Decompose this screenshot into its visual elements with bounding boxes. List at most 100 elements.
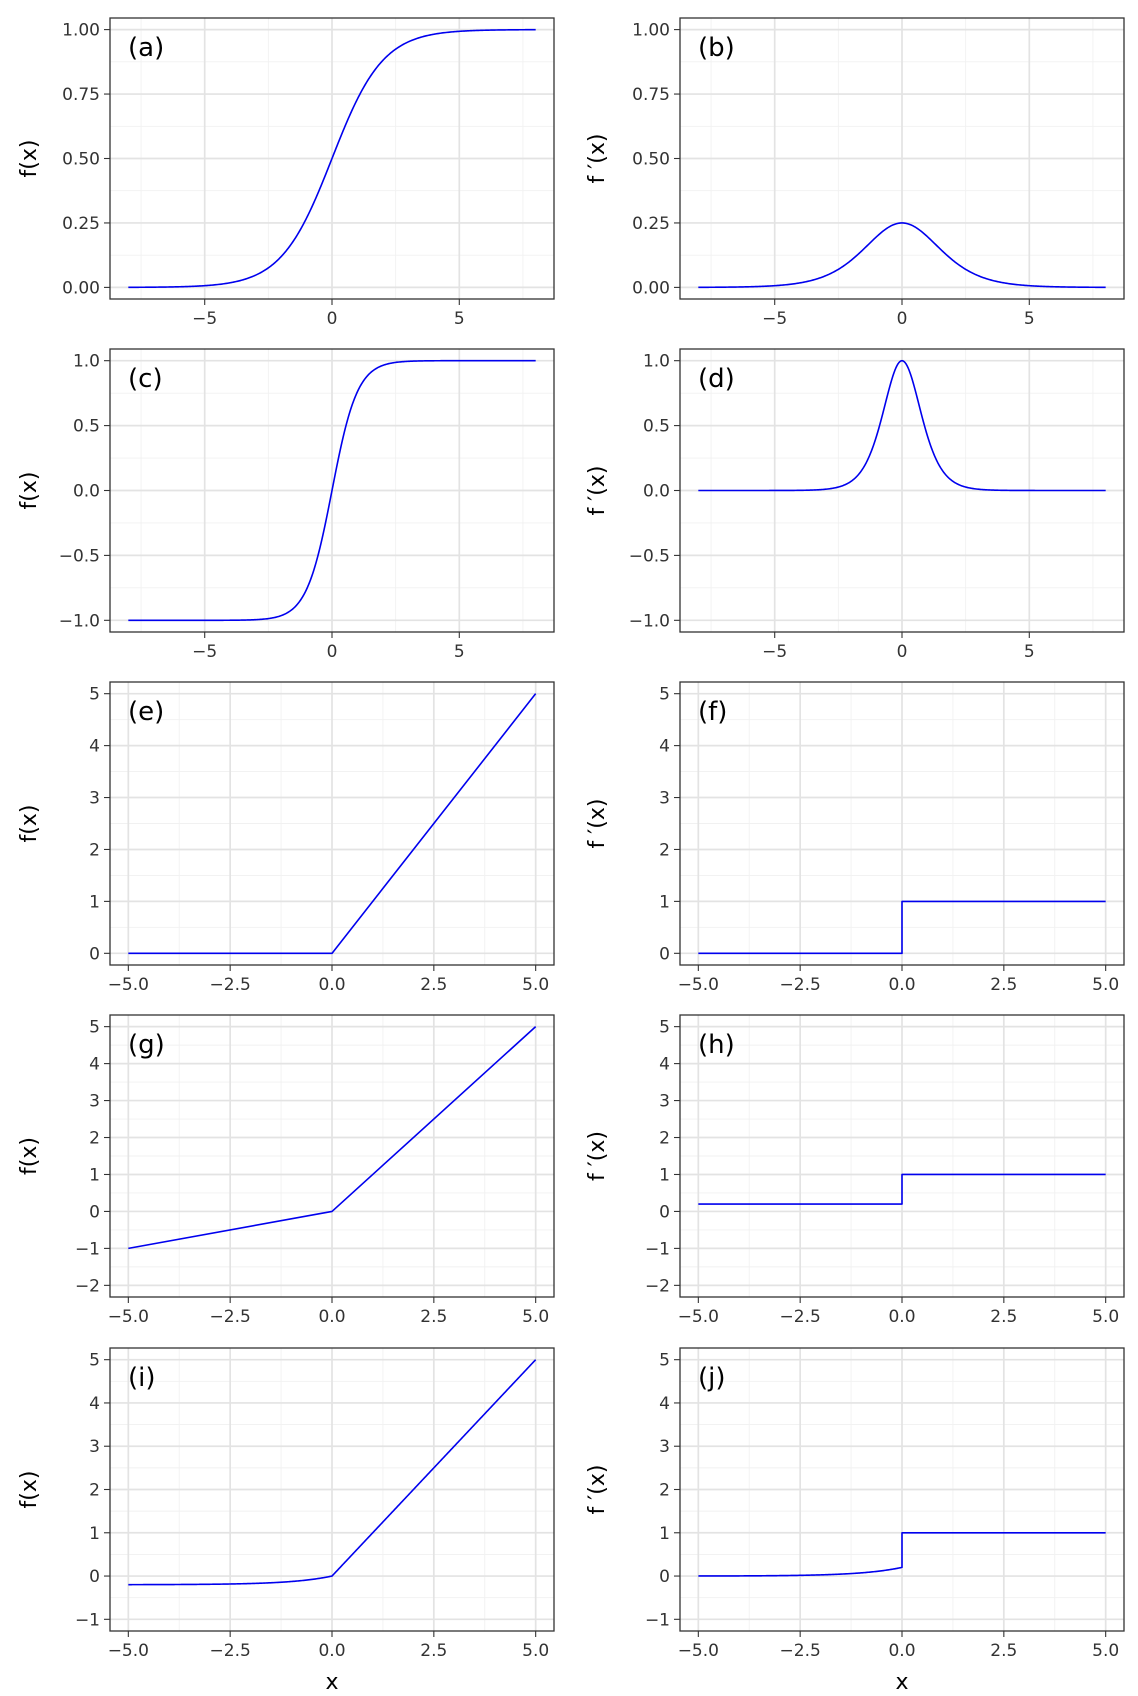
panel-g: −5.0 −2.5 0.0 2.5 5.0 −2 −1 0 1 2 3 4 5 (g) f(x) — [17, 1014, 555, 1327]
y-tick-label: 5 — [659, 1018, 670, 1038]
series-line-b — [698, 222, 1106, 289]
panel-a: −5 0 5 0.00 0.25 0.50 0.75 1.00 (a) f(x) — [17, 17, 555, 329]
y-tick-label: 0.50 — [632, 150, 670, 170]
x-tick-label: 0 — [327, 309, 338, 329]
y-tick-label: −1 — [645, 1239, 670, 1259]
y-tick-label: 0.25 — [62, 214, 100, 234]
y-tick-label: 2 — [89, 1129, 100, 1149]
panel-tag: (c) — [128, 364, 163, 394]
x-tick-label: −2.5 — [210, 1641, 251, 1661]
panel-b: −5 0 5 0.00 0.25 0.50 0.75 1.00 (b) f ′(x) — [585, 17, 1125, 329]
y-tick-label: −2 — [645, 1276, 670, 1296]
x-tick-label: −2.5 — [780, 975, 821, 995]
y-tick-label: −0.5 — [59, 546, 100, 566]
panel-tag: (h) — [698, 1030, 735, 1060]
y-tick-label: 0.75 — [62, 85, 100, 105]
y-tick-label: −0.5 — [629, 546, 670, 566]
x-tick-label: −2.5 — [210, 1307, 251, 1327]
gridlines — [680, 1015, 1124, 1297]
series-line-a — [128, 28, 536, 289]
y-tick-label: 0 — [89, 944, 100, 964]
series-line-c — [128, 359, 536, 622]
panel-c: −5 0 5 −1.0 −0.5 0.0 0.5 1.0 (c) f(x) — [17, 348, 555, 662]
y-tick-label: 4 — [89, 737, 100, 757]
x-tick-label: 0.0 — [318, 1307, 345, 1327]
y-tick-label: 0.00 — [632, 278, 670, 298]
y-tick-label: 0.5 — [73, 417, 100, 437]
y-tick-label: 5 — [89, 685, 100, 705]
y-tick-label: 1 — [89, 1165, 100, 1185]
y-tick-label: 0.0 — [73, 482, 100, 502]
x-tick-label: −2.5 — [780, 1307, 821, 1327]
y-axis-title: f(x) — [17, 1137, 42, 1175]
y-tick-label: 0 — [659, 944, 670, 964]
y-tick-label: 5 — [659, 1351, 670, 1371]
y-tick-label: −1 — [75, 1610, 100, 1630]
panel-tag: (j) — [698, 1363, 726, 1393]
x-tick-label: 0.0 — [888, 1641, 915, 1661]
y-tick-label: 1 — [659, 892, 670, 912]
y-tick-label: 3 — [89, 1092, 100, 1112]
x-tick-label: −5 — [192, 642, 217, 662]
series-line-e — [128, 693, 537, 955]
x-tick-label: 5 — [1024, 309, 1035, 329]
y-axis-title: f(x) — [17, 472, 42, 510]
y-tick-label: 3 — [659, 1437, 670, 1457]
series-line-d — [698, 359, 1106, 492]
x-tick-label: 5.0 — [522, 1641, 549, 1661]
y-axis-title: f ′(x) — [585, 134, 610, 184]
y-tick-label: 0 — [89, 1202, 100, 1222]
y-tick-label: 1.0 — [73, 352, 100, 372]
panel-tag: (b) — [698, 33, 735, 63]
gridlines — [110, 682, 554, 965]
y-axis-title: f ′(x) — [585, 466, 610, 516]
panel-tag: (e) — [128, 697, 164, 727]
x-tick-label: 0.0 — [888, 975, 915, 995]
x-tick-label: −5 — [192, 309, 217, 329]
y-tick-label: 2 — [89, 840, 100, 860]
y-tick-label: 3 — [89, 789, 100, 809]
y-tick-label: 1.00 — [632, 21, 670, 41]
y-tick-label: 4 — [89, 1394, 100, 1414]
x-tick-label: 2.5 — [420, 1641, 447, 1661]
x-tick-label: 0 — [897, 642, 908, 662]
y-tick-label: 0.0 — [643, 482, 670, 502]
y-tick-label: 2 — [89, 1481, 100, 1501]
y-tick-label: 5 — [659, 685, 670, 705]
y-tick-label: 3 — [659, 789, 670, 809]
x-tick-label: −5.0 — [678, 1641, 719, 1661]
panel-tag: (a) — [128, 33, 164, 63]
panel-d: −5 0 5 −1.0 −0.5 0.0 0.5 1.0 (d) f ′(x) — [585, 348, 1125, 662]
series-line-h — [698, 1173, 1106, 1205]
panel-tag: (i) — [128, 1363, 156, 1393]
x-tick-label: 2.5 — [420, 975, 447, 995]
x-tick-label: −5 — [762, 309, 787, 329]
y-tick-label: 1 — [89, 892, 100, 912]
y-tick-label: 0.50 — [62, 150, 100, 170]
y-axis-title: f ′(x) — [585, 1465, 610, 1515]
y-tick-label: 1 — [659, 1165, 670, 1185]
x-tick-label: −2.5 — [210, 975, 251, 995]
panel-tag: (d) — [698, 364, 735, 394]
y-axis-title: f(x) — [17, 1471, 42, 1509]
x-tick-label: −5.0 — [678, 975, 719, 995]
x-tick-label: 0 — [327, 642, 338, 662]
x-tick-label: 5.0 — [522, 975, 549, 995]
y-tick-label: 0 — [659, 1567, 670, 1587]
x-tick-label: −2.5 — [780, 1641, 821, 1661]
panel-h: −5.0 −2.5 0.0 2.5 5.0 −2 −1 0 1 2 3 4 5 (h) f ′(x) — [585, 1014, 1125, 1327]
y-tick-label: 3 — [659, 1092, 670, 1112]
y-tick-label: 1 — [89, 1524, 100, 1544]
y-tick-label: −1 — [75, 1239, 100, 1259]
y-tick-label: 1 — [659, 1524, 670, 1544]
gridlines — [680, 1348, 1124, 1631]
panel-j: −5.0 −2.5 0.0 2.5 5.0 −1 0 1 2 3 4 5 (j) f ′(x) x — [585, 1347, 1125, 1695]
gridlines — [110, 1015, 554, 1297]
y-tick-label: 0.75 — [632, 85, 670, 105]
x-tick-label: 2.5 — [420, 1307, 447, 1327]
x-tick-label: −5.0 — [108, 1307, 149, 1327]
x-tick-label: −5 — [762, 642, 787, 662]
y-tick-label: 4 — [89, 1055, 100, 1075]
y-tick-label: 0.25 — [632, 214, 670, 234]
